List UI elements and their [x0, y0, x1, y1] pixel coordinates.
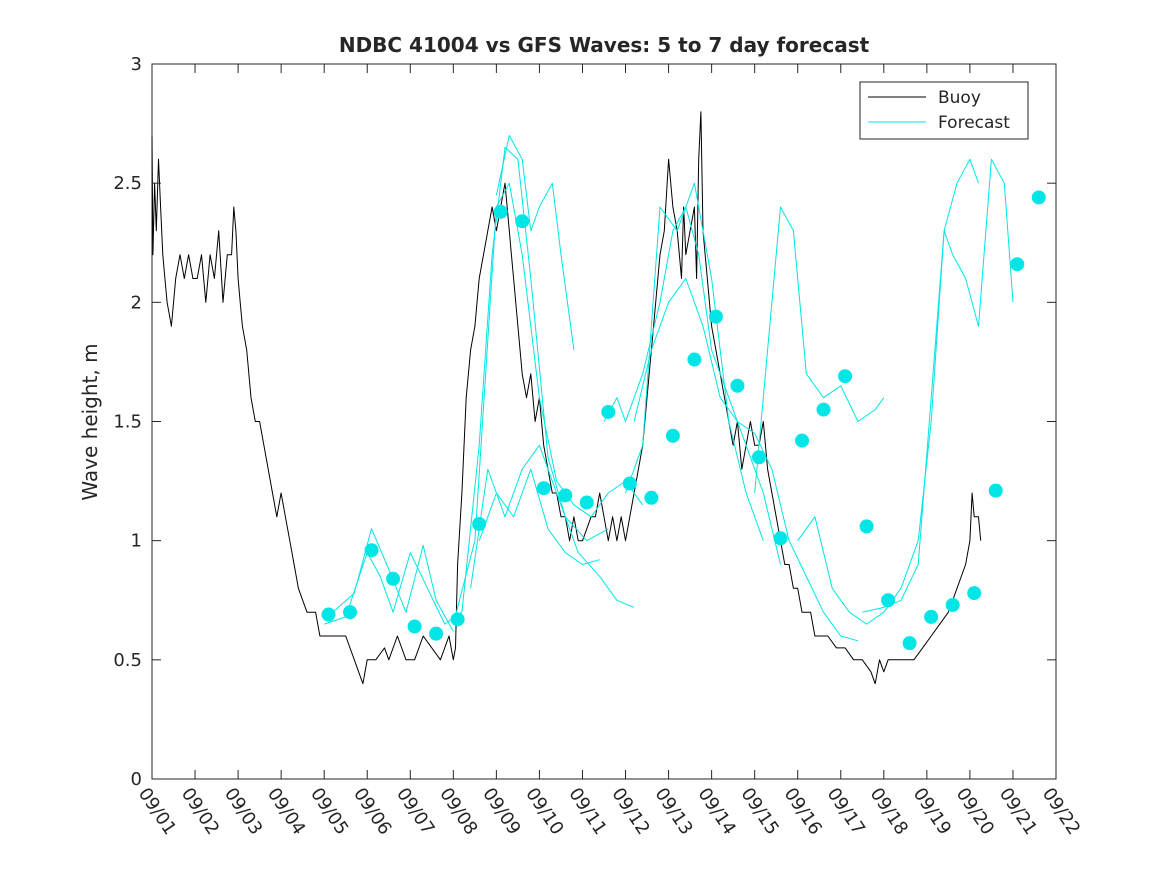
forecast-line-13 [862, 158, 1014, 613]
forecast-marker [988, 483, 1003, 498]
forecast-marker [558, 488, 573, 503]
forecast-marker [472, 516, 487, 531]
forecast-marker [924, 609, 939, 624]
forecast-marker [515, 214, 530, 229]
y-axis: 0 0.5 1 1.5 2 2.5 3 [113, 54, 1056, 790]
forecast-marker [1031, 190, 1046, 205]
forecast-line-7 [495, 135, 575, 351]
y-tick-label: 0 [131, 769, 142, 790]
forecast-line-1 [324, 552, 463, 625]
forecast-marker [343, 605, 358, 620]
legend: Buoy Forecast [859, 81, 1029, 140]
forecast-marker [450, 612, 465, 627]
forecast-marker [644, 490, 659, 505]
series-layer [151, 111, 1014, 685]
legend-label-forecast: Forecast [938, 113, 1010, 133]
buoy-line [151, 111, 982, 685]
forecast-marker [493, 204, 508, 219]
forecast-marker [687, 352, 702, 367]
forecast-marker [945, 598, 960, 613]
forecast-marker [859, 519, 874, 534]
forecast-marker [816, 402, 831, 417]
plot-area [151, 63, 1057, 780]
legend-box [859, 81, 1029, 140]
forecast-marker [665, 428, 680, 443]
forecast-marker [429, 626, 444, 641]
forecast-line-10 [633, 278, 859, 642]
y-tick-label: 2 [131, 292, 142, 313]
legend-label-buoy: Buoy [938, 88, 981, 108]
forecast-marker [579, 495, 594, 510]
forecast-marker [364, 543, 379, 558]
forecast-marker [730, 378, 745, 393]
y-tick-label: 3 [131, 54, 142, 75]
y-axis-label: Wave height, m [78, 343, 102, 500]
y-tick-label: 1 [131, 531, 142, 552]
forecast-marker [536, 481, 551, 496]
forecast-marker [321, 607, 336, 622]
forecast-marker [601, 404, 616, 419]
forecast-marker [407, 619, 422, 634]
forecast-marker [881, 593, 896, 608]
forecast-line-3 [452, 182, 644, 625]
forecast-marker [622, 476, 637, 491]
forecast-marker [708, 309, 723, 324]
y-tick-label: 2.5 [113, 173, 142, 194]
forecast-line-6 [478, 468, 600, 565]
forecast-marker [967, 586, 982, 601]
forecast-marker [902, 636, 917, 651]
forecast-marker [795, 433, 810, 448]
forecast-marker [773, 531, 788, 546]
forecast-marker [751, 450, 766, 465]
forecast-line-9 [625, 182, 764, 541]
y-tick-label: 1.5 [113, 412, 142, 433]
y-tick-label: 0.5 [113, 650, 142, 671]
markers-layer [321, 190, 1046, 651]
forecast-marker [386, 571, 401, 586]
forecast-line-11 [754, 206, 885, 494]
forecast-line-2 [332, 528, 454, 632]
forecast-marker [1010, 257, 1025, 272]
forecast-marker [838, 369, 853, 384]
forecast-line-12 [797, 158, 979, 625]
chart-title: NDBC 41004 vs GFS Waves: 5 to 7 day fore… [339, 33, 870, 57]
